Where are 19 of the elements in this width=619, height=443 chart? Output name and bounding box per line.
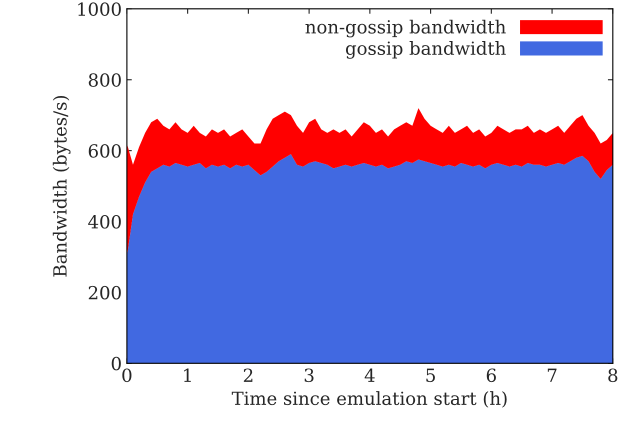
x-tick-label: 3 bbox=[304, 368, 314, 382]
y-tick-label: 800 bbox=[88, 73, 121, 87]
y-tick-label: 600 bbox=[88, 144, 121, 158]
x-tick-label: 2 bbox=[244, 368, 252, 382]
y-axis-title: Bandwidth (bytes/s) bbox=[52, 96, 71, 277]
legend-label: non-gossip bandwidth bbox=[305, 20, 506, 38]
legend-label: gossip bandwidth bbox=[346, 41, 506, 59]
x-tick-label: 7 bbox=[548, 368, 557, 382]
x-tick-label: 1 bbox=[184, 368, 191, 382]
y-tick-label: 400 bbox=[88, 214, 121, 229]
y-tick-label: 1000 bbox=[78, 2, 121, 16]
x-tick-label: 5 bbox=[426, 368, 435, 382]
y-tick-label: 200 bbox=[88, 286, 121, 300]
x-tick-label: 6 bbox=[486, 368, 496, 382]
y-tick-label: 0 bbox=[112, 356, 121, 370]
x-tick-label: 0 bbox=[122, 368, 132, 382]
x-tick-label: 4 bbox=[364, 368, 375, 382]
x-axis-title: Time since emulation start (h) bbox=[232, 391, 507, 408]
x-tick-label: 8 bbox=[608, 368, 618, 382]
